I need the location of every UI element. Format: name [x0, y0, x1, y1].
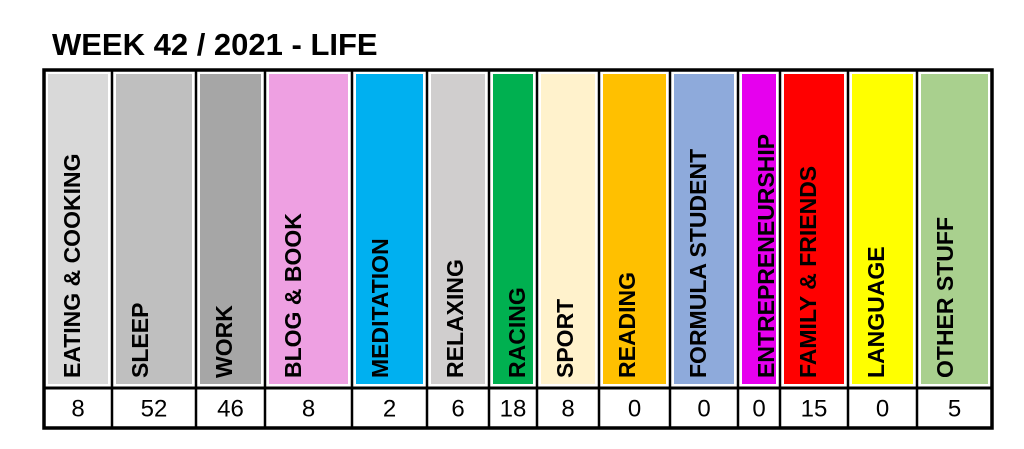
category-label: WORK	[211, 305, 237, 378]
category-label: RELAXING	[442, 259, 468, 378]
category-fill	[921, 74, 988, 384]
category-fill	[784, 74, 844, 384]
category-label: SPORT	[552, 299, 578, 378]
category-label: ENTREPRENEURSHIP	[753, 134, 779, 378]
hours-value: 8	[302, 396, 315, 423]
category-label: RACING	[504, 287, 530, 378]
hours-value: 8	[561, 396, 574, 423]
category-label: FAMILY & FRIENDS	[795, 166, 821, 378]
category-fill	[674, 74, 734, 384]
category-label: SLEEP	[127, 303, 153, 378]
category-label: OTHER STUFF	[932, 217, 958, 378]
category-fill	[742, 74, 776, 384]
hours-value: 15	[801, 396, 828, 423]
title: WEEK 42 / 2021 - LIFE	[52, 27, 378, 62]
hours-value: 8	[71, 396, 84, 423]
category-fill	[541, 74, 595, 384]
category-label: LANGUAGE	[863, 246, 889, 378]
hours-value: 46	[217, 396, 244, 423]
category-fill	[116, 74, 192, 384]
hours-value: 5	[948, 396, 961, 423]
hours-value: 18	[500, 396, 527, 423]
category-label: FORMULA STUDENT	[685, 149, 711, 378]
hours-value: 0	[697, 396, 710, 423]
category-fill	[603, 74, 666, 384]
category-label: READING	[614, 272, 640, 378]
category-fill	[269, 74, 348, 384]
category-fill	[493, 74, 533, 384]
table-border	[42, 68, 994, 430]
category-fill	[852, 74, 913, 384]
hours-value: 6	[451, 396, 464, 423]
hours-value: 0	[752, 396, 765, 423]
category-label: MEDITATION	[367, 238, 393, 378]
hours-value: 0	[876, 396, 889, 423]
hours-value: 2	[383, 396, 396, 423]
category-fill	[200, 74, 261, 384]
category-fill	[48, 74, 108, 384]
hours-value: 52	[141, 396, 168, 423]
category-label: EATING & COOKING	[59, 154, 85, 378]
category-fill	[431, 74, 485, 384]
hours-value: 0	[628, 396, 641, 423]
category-label: BLOG & BOOK	[280, 213, 306, 378]
category-fill	[356, 74, 423, 384]
